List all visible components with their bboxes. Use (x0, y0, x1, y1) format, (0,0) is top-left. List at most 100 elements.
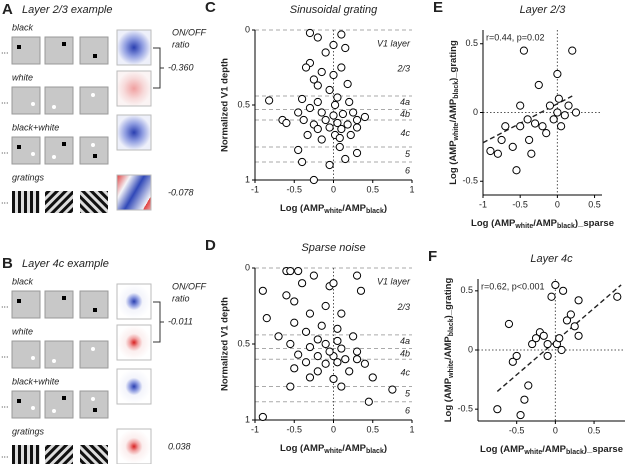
receptive-field (116, 283, 152, 320)
y-tick-label: 0 (245, 262, 250, 272)
point (337, 344, 346, 353)
stimulus-frame (44, 340, 74, 369)
point (317, 321, 326, 330)
point (313, 352, 322, 361)
receptive-field (116, 174, 152, 211)
point (258, 412, 267, 422)
stimulus-frame (79, 340, 109, 369)
stimulus-label: black+white (12, 376, 59, 386)
x-tick-label: -0.5 (286, 424, 302, 434)
stimulus-frame (79, 136, 109, 165)
stimulus-frame (11, 290, 41, 319)
point (360, 359, 369, 368)
ellipsis: ... (1, 145, 9, 155)
layer-header: V1 layer (377, 276, 411, 286)
x-axis-label-part: white (514, 223, 533, 230)
y-axis-label: Log (AMPwhite/AMPblack)_grating (443, 278, 456, 423)
point (368, 373, 377, 382)
point (508, 142, 517, 151)
point (531, 334, 541, 343)
x-axis-label-part: white (323, 208, 342, 215)
white-dot (52, 105, 56, 109)
bracket (153, 47, 164, 89)
point (309, 175, 318, 185)
point (313, 97, 322, 107)
x-tick-label: 0 (553, 425, 558, 435)
point (337, 309, 346, 318)
point (504, 319, 514, 329)
point (325, 123, 334, 132)
layer-label: 6 (405, 165, 410, 175)
point (574, 331, 583, 340)
point (360, 112, 369, 122)
point (290, 318, 299, 327)
point (551, 280, 560, 290)
point (265, 96, 274, 105)
y-axis-label-part: )_grating (443, 278, 454, 319)
white-dot (31, 102, 35, 106)
layer-label: 4a (400, 336, 410, 346)
point (335, 142, 344, 152)
ratio-value: -0.078 (168, 187, 194, 197)
y-tick-label: 0.5 (460, 285, 473, 295)
point (516, 122, 525, 131)
point (613, 292, 622, 301)
white-dot (91, 397, 95, 401)
black-dot (17, 145, 21, 149)
white-dot (52, 155, 56, 159)
panel-title: Layer 4c example (22, 258, 109, 270)
x-tick-label: -0.5 (509, 425, 525, 435)
point (305, 342, 315, 352)
ratio-header: ON/OFF (172, 27, 206, 37)
point (329, 70, 338, 80)
point (341, 154, 350, 164)
point (321, 48, 330, 57)
point (553, 69, 562, 79)
point (497, 135, 506, 145)
x-axis-label-part: black (557, 223, 575, 230)
layer-header: V1 layer (377, 38, 411, 48)
x-axis-label-part: Log (AMP (280, 443, 325, 454)
stimulus-frame (44, 36, 74, 65)
point (321, 301, 330, 311)
ellipsis: ... (1, 45, 9, 55)
white-dot (91, 93, 95, 97)
black-dot (93, 408, 97, 412)
point (313, 124, 322, 134)
black-dot (62, 296, 66, 300)
ellipsis: ... (1, 399, 9, 409)
chart-title: Sparse noise (301, 242, 365, 254)
y-axis-label-part: white (448, 360, 455, 379)
y-axis-label: Normalized V1 depth (220, 297, 231, 391)
layer-label: 2/3 (396, 63, 410, 73)
black-dot (93, 154, 97, 158)
ellipsis: ... (1, 195, 9, 205)
point (545, 101, 555, 110)
point (554, 94, 563, 103)
ellipsis: ... (1, 449, 9, 459)
x-axis-label-part: Log (AMP (280, 203, 325, 214)
receptive-field (116, 70, 152, 107)
x-axis-label-part: )_sparse (584, 444, 623, 455)
ellipsis: ... (1, 95, 9, 105)
x-tick-label: 0 (331, 424, 336, 434)
point (525, 135, 534, 145)
point (325, 85, 334, 95)
point (313, 335, 322, 344)
point (313, 367, 322, 376)
panel-letter: C (205, 0, 216, 16)
point (345, 97, 354, 107)
x-axis-label-part: /AMP (542, 444, 566, 455)
black-dot (62, 42, 66, 46)
x-tick-label: 0.5 (588, 199, 601, 209)
x-tick-label: -1 (479, 199, 487, 209)
y-axis-label-part: black (448, 318, 455, 336)
point (512, 166, 521, 175)
x-axis-label: Log (AMPwhite/AMPblack) (280, 203, 387, 216)
point (547, 292, 556, 301)
y-axis-label-part: black (453, 81, 460, 99)
stimulus-frame (79, 290, 109, 319)
grating (12, 445, 40, 464)
y-axis-label-part: /AMP (448, 98, 459, 122)
